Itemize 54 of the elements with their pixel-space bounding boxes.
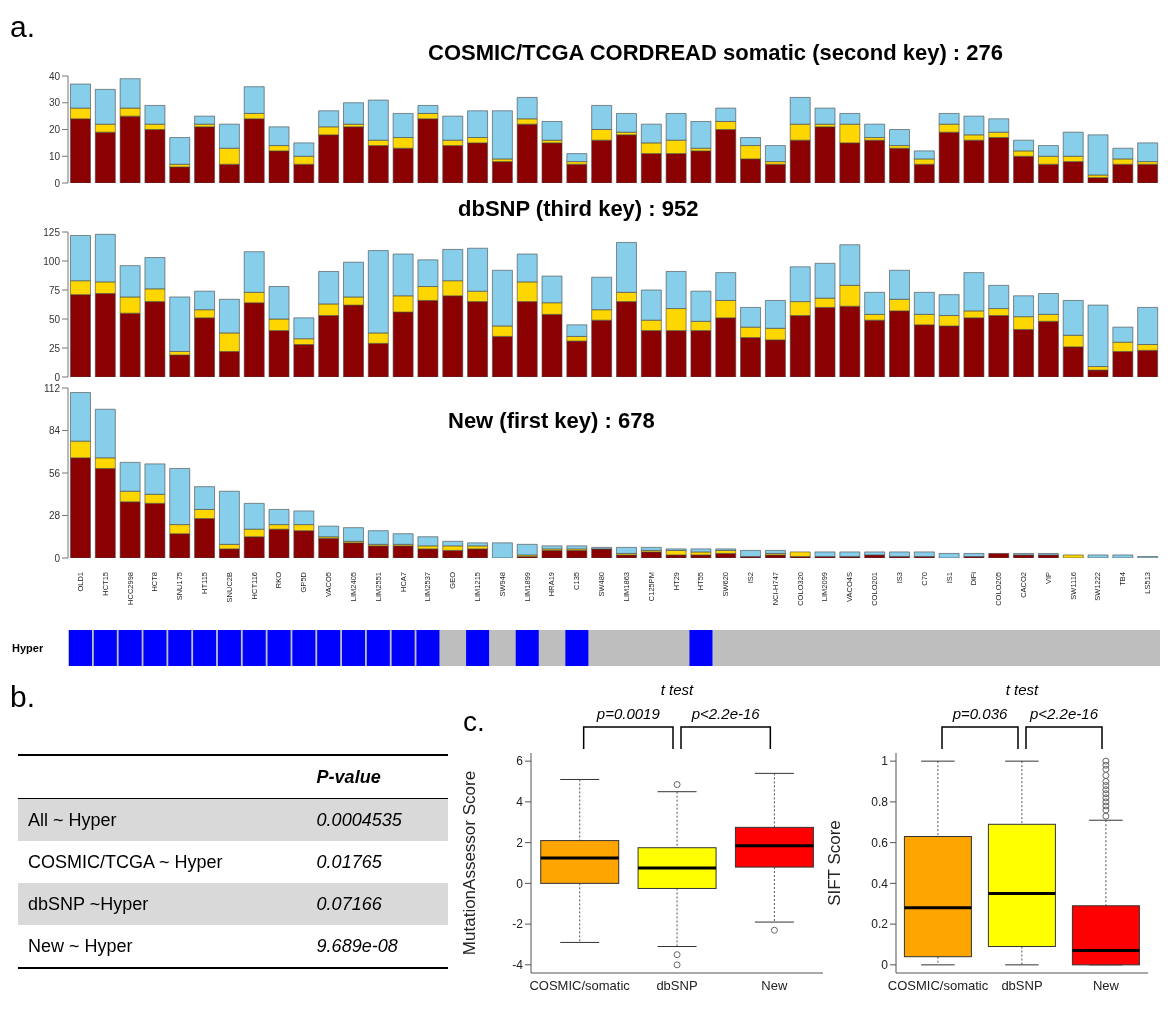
text: 9.689e-08 (315, 934, 399, 958)
x-tick-label: New (761, 978, 788, 994)
y-tick-label: 100 (43, 255, 61, 267)
y-axis-title: MutationAssessor Score (460, 770, 480, 956)
y-tick-label: 1 (881, 754, 889, 769)
y-tick-label: 28 (48, 510, 61, 522)
y-tick-label: 0.6 (871, 835, 889, 850)
y-tick-label: 0 (54, 552, 61, 564)
y-tick-label: 50 (48, 313, 61, 325)
x-tick-label: dbSNP (1001, 978, 1043, 994)
y-axis-title: SIFT Score (825, 820, 845, 906)
y-tick-label: 4 (516, 795, 524, 810)
text: p=0.0019 (595, 705, 661, 722)
chart-title: t test (660, 681, 695, 698)
chart-title: t test (1005, 681, 1040, 698)
y-tick-label: 56 (48, 467, 61, 479)
chart-title: COSMIC/TCGA CORDREAD somatic (second key) : 276 (428, 40, 1003, 66)
text: c. (463, 706, 485, 737)
chart-title: dbSNP (third key) : 952 (458, 196, 699, 222)
text: p<2.2e-16 (690, 705, 761, 722)
y-tick-label: 0.4 (871, 876, 889, 891)
x-tick-label: New (1092, 978, 1120, 994)
text: a. (10, 10, 36, 44)
y-tick-label: 75 (48, 284, 61, 296)
text: p=0.036 (951, 705, 1008, 722)
text: COSMIC/TCGA ~ Hyper (27, 850, 224, 874)
text: New (first key) : 678 (448, 408, 655, 434)
y-tick-label: 20 (48, 124, 61, 136)
y-tick-label: 125 (43, 226, 61, 238)
y-tick-label: 0 (54, 177, 61, 189)
text: New ~ Hyper (27, 934, 134, 958)
y-tick-label: -4 (512, 958, 524, 973)
y-tick-label: 25 (48, 342, 61, 354)
x-tick-label: COSMIC/somatic (529, 978, 631, 994)
text: b. (10, 680, 37, 714)
y-tick-label: 30 (48, 97, 61, 109)
y-axis-title: Hyper (12, 642, 44, 654)
y-tick-label: 0 (516, 876, 524, 891)
y-tick-label: 0.2 (871, 917, 889, 932)
text: P-value (315, 765, 382, 789)
text: 0.01765 (315, 850, 383, 874)
y-tick-label: 40 (48, 70, 61, 82)
x-tick-label: dbSNP (656, 978, 698, 994)
y-tick-label: -2 (512, 917, 524, 932)
y-tick-label: 2 (516, 835, 524, 850)
y-tick-label: 0 (881, 958, 889, 973)
y-tick-label: 0.8 (871, 795, 889, 810)
x-tick-label: COSMIC/somatic (887, 978, 989, 994)
text: p<2.2e-16 (1029, 705, 1099, 722)
y-tick-label: 0 (54, 371, 61, 383)
y-tick-label: 10 (48, 150, 61, 162)
y-tick-label: 112 (44, 382, 61, 394)
y-tick-label: 6 (516, 754, 524, 769)
y-tick-label: 84 (48, 425, 61, 437)
